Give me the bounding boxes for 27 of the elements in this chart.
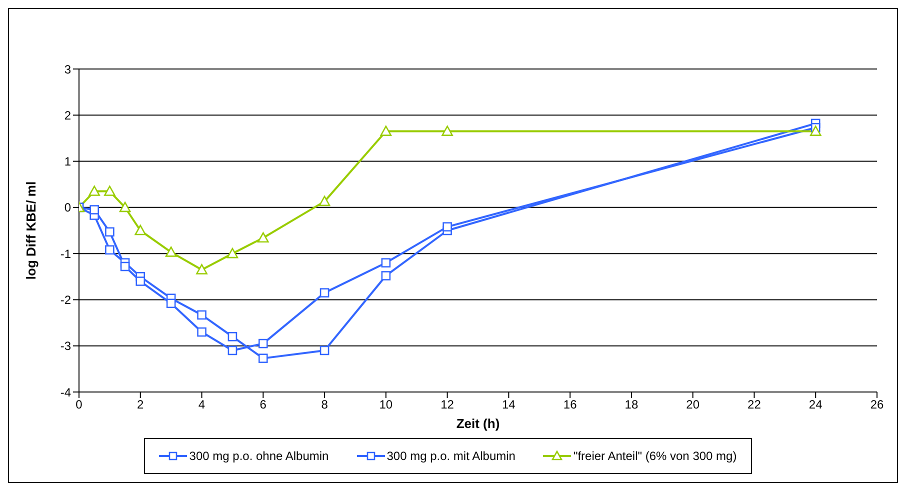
- x-axis-title: Zeit (h): [456, 416, 500, 431]
- x-tick-label: 16: [563, 398, 578, 412]
- x-tick-label: 4: [198, 398, 206, 412]
- y-tick-label: -2: [60, 292, 72, 307]
- x-tick-label: 0: [76, 398, 83, 412]
- x-tick-label: 26: [870, 398, 884, 412]
- y-axis-title: log Diff KBE/ ml: [24, 181, 39, 280]
- legend-label: 300 mg p.o. ohne Albumin: [189, 449, 329, 463]
- y-tick-label: -3: [60, 339, 72, 354]
- x-tick-label: 6: [260, 398, 267, 412]
- y-tick-label: 0: [64, 200, 72, 215]
- legend-label: 300 mg p.o. mit Albumin: [386, 449, 516, 463]
- y-tick-label: -1: [60, 246, 72, 261]
- x-tick-label: 14: [502, 398, 516, 412]
- y-tick-label: 1: [64, 154, 72, 169]
- x-tick-label: 20: [686, 398, 700, 412]
- x-tick-label: 8: [321, 398, 328, 412]
- y-tick-label: 2: [64, 108, 72, 122]
- x-tick-label: 2: [137, 398, 144, 412]
- x-tick-label: 12: [440, 398, 454, 412]
- y-tick-label: 3: [64, 62, 72, 76]
- x-tick-label: 24: [808, 398, 823, 412]
- x-tick-label: 10: [379, 398, 393, 412]
- legend-label: "freier Anteil" (6% von 300 mg): [573, 449, 737, 463]
- x-tick-label: 22: [748, 398, 762, 412]
- x-tick-label: 18: [624, 398, 638, 412]
- y-tick-label: -4: [60, 385, 72, 400]
